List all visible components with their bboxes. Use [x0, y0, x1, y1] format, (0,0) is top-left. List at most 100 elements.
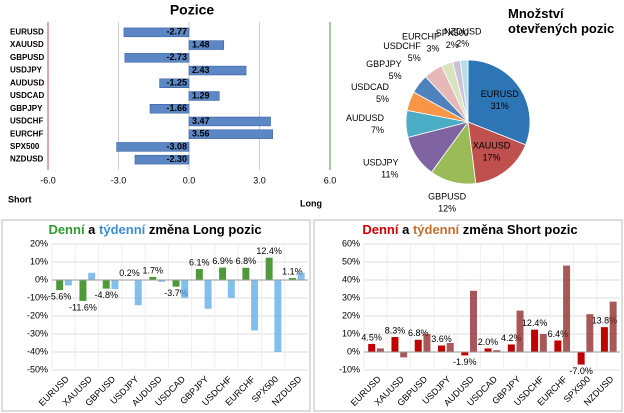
frame: [1, 219, 311, 412]
bar: [531, 329, 539, 352]
bar: [376, 348, 384, 352]
y-tick-label: GBPUSD: [10, 53, 44, 62]
bar: [134, 280, 142, 306]
data-label: 6.1%: [189, 257, 210, 267]
bar: [56, 280, 64, 291]
data-label: 3.47: [192, 116, 210, 126]
bar: [507, 344, 515, 352]
slice-value: 5%: [376, 94, 389, 104]
y-tick-label: 20%: [342, 310, 360, 320]
bar: [242, 267, 250, 280]
bar: [274, 280, 282, 352]
slice-value: 7%: [371, 125, 384, 135]
y-tick-label: 10%: [342, 328, 360, 338]
data-label: 6.8%: [408, 328, 429, 338]
bar: [188, 129, 273, 139]
slice-label: USDJPY: [363, 158, 399, 168]
bar: [219, 267, 227, 280]
bar: [438, 345, 445, 352]
data-label: 0.2%: [119, 268, 140, 278]
bar: [368, 343, 376, 352]
y-tick-label: -30%: [27, 328, 48, 338]
bar: [400, 352, 408, 358]
data-label: 1.1%: [282, 266, 303, 276]
bar: [188, 91, 220, 101]
bar: [554, 340, 562, 352]
y-tick-label: -40%: [27, 346, 48, 356]
annotation: Short: [8, 194, 32, 204]
bar: [102, 280, 110, 289]
bar: [188, 116, 271, 127]
bar: [123, 27, 190, 38]
bar: [227, 280, 235, 298]
bar: [423, 334, 431, 352]
slice-label: EURCHF: [402, 31, 440, 41]
slice-value: 5%: [408, 53, 421, 63]
data-label: 13.8%: [592, 316, 618, 326]
bar: [159, 78, 190, 88]
bar: [516, 310, 524, 352]
slice-value: 3%: [427, 43, 440, 53]
x-tick-label: 3.0: [253, 175, 266, 185]
x-tick-label: -6.0: [40, 175, 56, 185]
y-tick-label: -10%: [27, 292, 48, 302]
y-tick-label: USDJPY: [10, 66, 43, 75]
slice-label: AUDUSD: [346, 113, 385, 123]
data-label: -4.8%: [94, 290, 118, 300]
bar: [609, 301, 617, 352]
slice-value: 5%: [389, 71, 402, 81]
data-label: -1.25: [166, 78, 187, 88]
slice-label: GBPUSD: [428, 192, 467, 202]
bar: [111, 280, 119, 289]
y-tick-label: -10%: [339, 364, 360, 374]
data-label: 2.43: [192, 65, 210, 75]
slice-label: SPX500: [436, 28, 469, 38]
bar: [461, 352, 469, 356]
y-tick-label: 10%: [30, 256, 48, 266]
bar: [204, 280, 212, 309]
bar: [79, 280, 87, 301]
slice-value: 17%: [483, 153, 501, 163]
pie-slice: [459, 59, 469, 123]
slice-label: GBPJPY: [366, 59, 402, 69]
data-label: -2.73: [166, 52, 187, 62]
bar: [251, 280, 259, 331]
y-tick-label: NZDUSD: [10, 155, 44, 164]
bar: [149, 104, 190, 114]
x-tick-label: -3.0: [111, 175, 127, 185]
y-tick-label: USDCAD: [10, 91, 44, 100]
bar: [600, 327, 608, 352]
bar: [158, 280, 165, 282]
chart-title: Pozice: [170, 2, 215, 18]
data-label: 4.2%: [501, 333, 522, 343]
slice-value: 12%: [438, 204, 456, 214]
x-tick-label: 6.0: [324, 175, 337, 185]
y-tick-label: SPX500: [10, 142, 40, 151]
slice-value: 2%: [456, 39, 469, 49]
data-label: 12.4%: [256, 246, 282, 256]
y-tick-label: 60%: [342, 238, 360, 248]
y-tick-label: XAUUSD: [10, 40, 44, 49]
data-label: 3.6%: [431, 334, 452, 344]
bar: [188, 65, 247, 76]
slice-value: 11%: [381, 170, 398, 180]
bar: [414, 339, 422, 352]
bar: [149, 276, 157, 280]
slice-value: 2%: [446, 40, 459, 50]
bar: [116, 142, 190, 152]
data-label: -11.6%: [69, 302, 97, 312]
data-label: 8.3%: [385, 325, 406, 335]
bar: [265, 257, 273, 280]
y-tick-label: EURCHF: [10, 129, 43, 138]
chart-title: Množství otevřených pozic: [508, 6, 615, 36]
chart-title: Denní a týdenní změna Long pozic: [48, 222, 261, 237]
x-tick-label: 0.0: [183, 175, 196, 185]
data-label: 1.7%: [143, 265, 164, 275]
data-label: -5.6%: [48, 291, 72, 301]
data-label: -1.9%: [453, 357, 477, 367]
bar: [64, 280, 72, 286]
annotation: Long: [300, 198, 322, 208]
data-label: -2.77: [166, 27, 187, 37]
